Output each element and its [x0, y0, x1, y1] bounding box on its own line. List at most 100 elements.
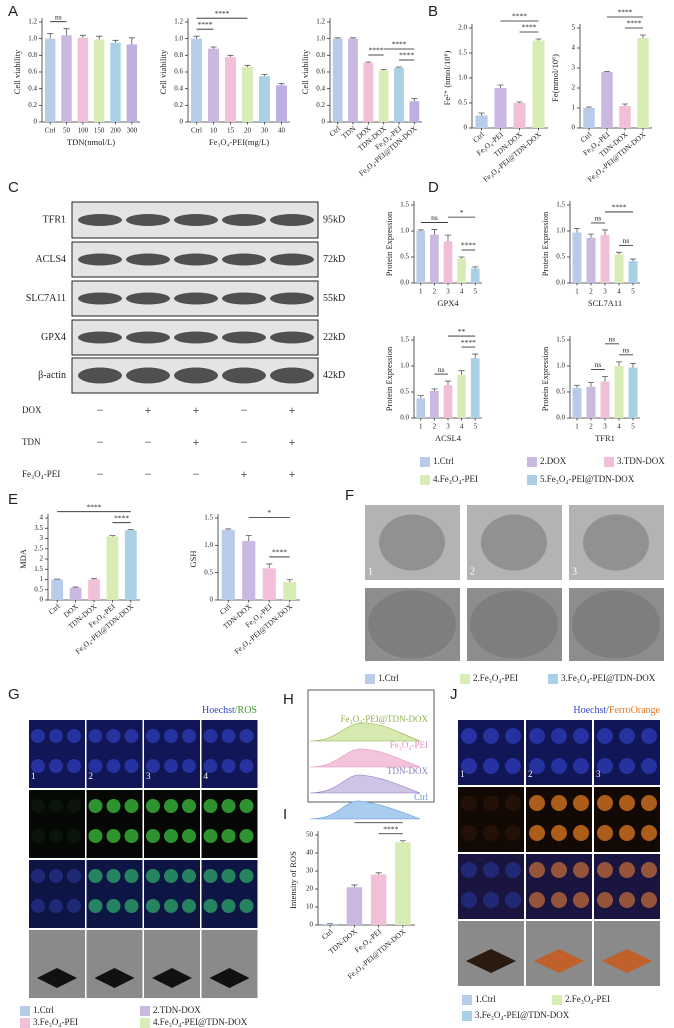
treatment-label: Fe₃O₄-PEI	[22, 469, 60, 479]
cell-signal	[221, 829, 236, 843]
error-bar	[640, 34, 646, 38]
bar	[69, 587, 82, 600]
y-tick-label: 1.5	[458, 49, 467, 57]
cell-signal	[124, 799, 139, 813]
error-bar	[497, 84, 504, 88]
error-bar	[286, 579, 293, 582]
bar	[51, 579, 64, 600]
error-bar	[630, 258, 636, 262]
significance-label: *	[267, 508, 271, 517]
cell-signal	[106, 869, 121, 883]
x-tick-label: 1	[575, 288, 579, 296]
stain-header-part: /ROS	[235, 705, 257, 716]
bar	[614, 254, 624, 283]
bar	[583, 108, 595, 128]
axis	[187, 18, 290, 123]
y-tick-label: 0.6	[174, 68, 183, 76]
cell-signal	[239, 899, 254, 913]
image-label: 1	[460, 769, 465, 779]
y-tick-label: 0.0	[556, 279, 565, 287]
histogram-label: Ctrl	[414, 792, 429, 802]
blot-band	[126, 214, 170, 226]
legend-swatch	[140, 1006, 150, 1016]
treatment-sign: +	[289, 403, 296, 417]
x-tick-label: 3	[446, 288, 450, 296]
cell-signal	[67, 759, 81, 773]
y-tick-label: 1.2	[316, 18, 325, 26]
legend-label: 3.Fe₃O₄-PEI@TDN-DOX	[475, 1010, 570, 1020]
y-tick-label: 1.5	[400, 336, 409, 344]
cell-signal	[619, 795, 635, 811]
bar	[601, 72, 613, 128]
cell-signal	[641, 758, 657, 774]
tem-cell	[572, 590, 660, 659]
x-tick-label: 40	[278, 127, 286, 135]
cell-signal	[483, 892, 499, 908]
y-tick-label: 0.5	[400, 253, 409, 261]
cell-signal	[124, 869, 139, 883]
x-tick-label: 4	[460, 423, 464, 431]
cell-signal	[31, 829, 45, 843]
cell-signal	[221, 729, 236, 743]
y-tick-label: 10	[306, 903, 314, 911]
y-tick-label: 0.8	[174, 51, 183, 59]
y-tick-label: 0.0	[556, 414, 565, 422]
legend-swatch	[460, 674, 470, 684]
bar	[221, 530, 235, 600]
y-tick-label: 20	[306, 885, 314, 893]
y-axis-label: Cell viability	[300, 49, 310, 94]
legend-swatch	[552, 995, 562, 1005]
blot-band	[270, 214, 314, 226]
cell-signal	[573, 862, 589, 878]
bar	[394, 67, 404, 122]
bar	[276, 85, 287, 122]
y-tick-label: 0.2	[316, 101, 325, 109]
x-tick-label: 200	[110, 127, 121, 135]
panel-label: A	[8, 3, 18, 20]
y-tick-label: 1.5	[204, 514, 213, 522]
blot-band	[270, 367, 314, 384]
y-axis-label: Cell viability	[12, 49, 22, 94]
cell-signal	[124, 729, 139, 743]
y-tick-label: 1.0	[458, 74, 467, 82]
cell-signal	[551, 795, 567, 811]
tem-label: 2	[470, 566, 475, 577]
cell-signal	[31, 899, 45, 913]
cell-signal	[67, 799, 81, 813]
error-bar	[458, 370, 465, 375]
image-label: 4	[204, 771, 209, 781]
cell-signal	[461, 862, 477, 878]
x-tick-label: 1	[419, 423, 423, 431]
y-tick-label: 1	[572, 104, 576, 112]
x-tick-label: 30	[261, 127, 269, 135]
y-tick-label: 1.5	[556, 201, 565, 209]
bar	[124, 530, 137, 600]
cell-signal	[619, 892, 635, 908]
error-bar	[574, 384, 580, 388]
surface-plot	[152, 968, 192, 988]
cell-signal	[529, 728, 545, 744]
histogram-curve	[309, 800, 421, 820]
y-tick-label: 0	[310, 921, 314, 929]
bar	[628, 261, 638, 283]
protein-size: 95kD	[323, 214, 345, 225]
error-bar	[210, 46, 217, 49]
protein-label: ACLS4	[35, 254, 66, 265]
bar	[430, 390, 439, 418]
significance-label: ns	[609, 335, 616, 344]
cell-signal	[124, 829, 139, 843]
bar	[242, 540, 256, 600]
cell-signal	[239, 729, 254, 743]
cell-signal	[203, 799, 218, 813]
y-axis-label: Protein Expression	[540, 211, 550, 276]
y-tick-label: 3	[40, 534, 44, 542]
blot-band	[222, 214, 266, 226]
legend-swatch	[20, 1018, 30, 1028]
error-bar	[431, 229, 438, 235]
image-label: 3	[596, 769, 601, 779]
error-bar	[586, 106, 592, 108]
y-axis-label: Fe²⁺ (nmol/10⁶)	[442, 51, 452, 106]
error-bar	[96, 35, 103, 40]
y-tick-label: 3.5	[34, 524, 43, 532]
legend-swatch	[420, 457, 430, 467]
